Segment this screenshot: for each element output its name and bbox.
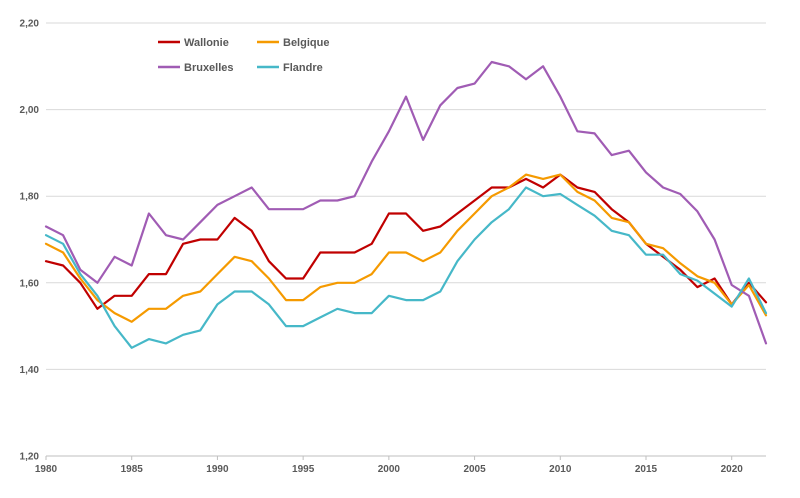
series-line-bruxelles — [44, 60, 768, 345]
series-line-flandre — [44, 186, 768, 349]
gridlines — [46, 22, 766, 370]
x-tick-label: 2015 — [635, 464, 658, 475]
x-tick-label: 1990 — [206, 464, 229, 475]
x-tick-label: 2010 — [549, 464, 572, 475]
series-lines — [44, 60, 768, 349]
legend-label-wallonie: Wallonie — [184, 37, 229, 49]
y-tick-label: 1,40 — [20, 365, 40, 376]
legend: Wallonie Belgique Bruxelles Flandre — [158, 37, 329, 74]
x-tick-label: 1980 — [35, 464, 58, 475]
x-tick-label: 1985 — [121, 464, 144, 475]
series-line-wallonie — [44, 173, 768, 310]
y-tick-label: 1,80 — [20, 192, 40, 203]
axes: 1,20 1,40 1,60 1,80 2,00 2,20 1980 1985 1990 1995… — [20, 19, 766, 475]
x-tick-label: 2020 — [721, 464, 744, 475]
legend-label-flandre: Flandre — [283, 62, 323, 74]
y-tick-label: 2,20 — [20, 19, 40, 30]
x-tick-label: 2000 — [378, 464, 401, 475]
legend-label-bruxelles: Bruxelles — [184, 62, 234, 74]
series-line-belgique — [44, 173, 768, 323]
y-tick-label: 1,60 — [20, 278, 40, 289]
y-tick-label: 2,00 — [20, 105, 40, 116]
legend-label-belgique: Belgique — [283, 37, 329, 49]
x-tick-label: 1995 — [292, 464, 315, 475]
y-tick-label: 1,20 — [20, 452, 40, 463]
x-tick-label: 2005 — [463, 464, 486, 475]
